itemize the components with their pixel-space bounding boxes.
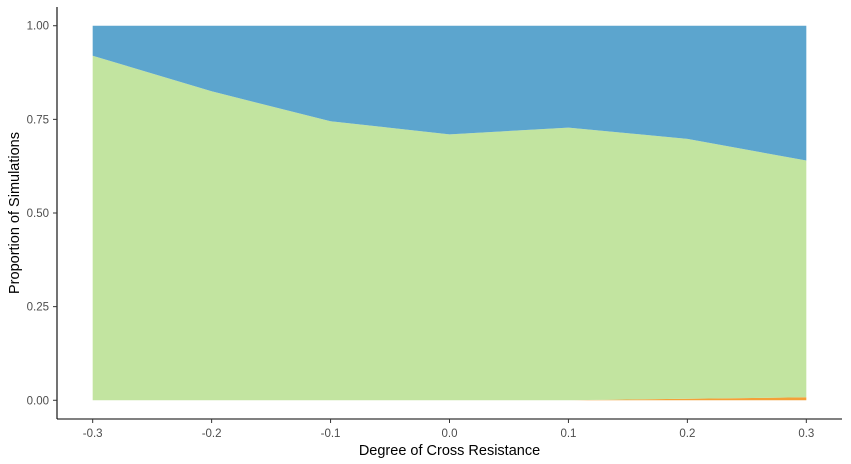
x-tick-label: 0.3: [798, 428, 814, 440]
y-tick-label: 0.00: [27, 395, 49, 407]
y-tick-label: 1.00: [27, 21, 49, 33]
areas-layer: [92, 25, 807, 401]
x-axis-ticks: -0.3 -0.2 -0.1 0.0 0.1 0.2 0.3: [83, 419, 814, 440]
x-tick-label: -0.2: [202, 428, 222, 440]
x-tick-label: 0.1: [560, 428, 576, 440]
x-tick-label: -0.3: [83, 428, 103, 440]
y-axis-title: Proportion of Simulations: [7, 132, 23, 294]
x-tick-label: 0.2: [679, 428, 695, 440]
y-axis-ticks: 0.00 0.25 0.50 0.75 1.00: [27, 21, 57, 407]
y-tick-label: 0.50: [27, 208, 49, 220]
x-tick-label: 0.0: [442, 428, 458, 440]
area-series-2: [92, 55, 807, 401]
y-tick-label: 0.75: [27, 114, 49, 126]
x-axis-title: Degree of Cross Resistance: [359, 443, 540, 459]
area-series-3: [92, 25, 807, 161]
y-tick-label: 0.25: [27, 302, 49, 314]
area-series-1: [92, 397, 807, 401]
x-tick-label: -0.1: [321, 428, 341, 440]
